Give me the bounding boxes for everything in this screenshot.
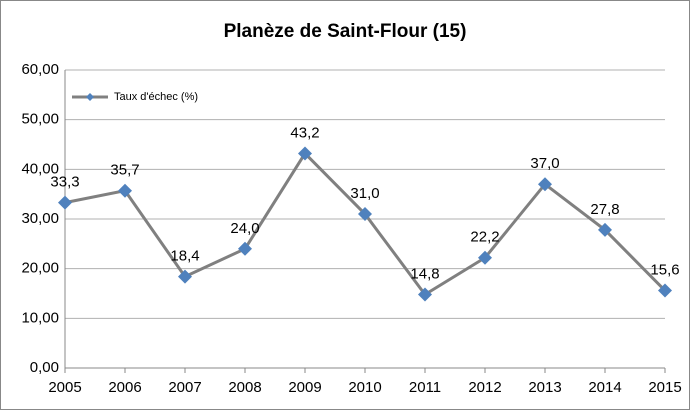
y-tick-label: 40,00 <box>21 160 59 177</box>
x-tick-label: 2009 <box>288 379 321 396</box>
data-label: 18,4 <box>170 248 199 265</box>
y-tick-label: 0,00 <box>30 359 59 376</box>
x-tick-label: 2011 <box>409 379 441 396</box>
point-marker <box>598 222 612 237</box>
data-label: 37,0 <box>530 155 559 172</box>
x-tick-label: 2005 <box>48 379 81 396</box>
point-marker <box>478 250 492 265</box>
data-label: 14,8 <box>410 265 439 282</box>
point-marker <box>58 195 72 210</box>
data-label: 31,0 <box>350 185 379 202</box>
point-marker <box>298 146 312 161</box>
point-marker <box>238 241 252 256</box>
y-tick-label: 10,00 <box>21 309 59 326</box>
data-label: 35,7 <box>110 162 139 179</box>
data-label: 22,2 <box>470 229 499 246</box>
y-tick-label: 20,00 <box>21 260 59 277</box>
data-label: 24,0 <box>230 220 259 237</box>
legend-marker <box>86 93 94 101</box>
point-marker <box>538 177 552 192</box>
chart-title: Planèze de Saint-Flour (15) <box>224 21 467 42</box>
x-tick-label: 2006 <box>108 379 141 396</box>
data-label: 43,2 <box>290 124 319 141</box>
x-tick-label: 2014 <box>588 379 621 396</box>
x-tick-label: 2008 <box>228 379 261 396</box>
data-label: 15,6 <box>650 261 679 278</box>
x-tick-label: 2013 <box>528 379 561 396</box>
x-tick-label: 2015 <box>648 379 681 396</box>
point-marker <box>658 283 672 298</box>
x-tick-label: 2010 <box>348 379 381 396</box>
data-label: 33,3 <box>50 174 79 191</box>
point-marker <box>358 207 372 222</box>
point-marker <box>418 287 432 302</box>
y-tick-label: 50,00 <box>21 111 59 128</box>
data-label: 27,8 <box>590 201 619 218</box>
x-tick-label: 2007 <box>168 379 201 396</box>
point-marker <box>118 183 132 198</box>
y-tick-label: 30,00 <box>21 210 59 227</box>
legend-label: Taux d'échec (%) <box>114 91 198 103</box>
y-tick-label: 60,00 <box>21 61 59 78</box>
point-marker <box>178 269 192 284</box>
x-tick-label: 2012 <box>468 379 501 396</box>
